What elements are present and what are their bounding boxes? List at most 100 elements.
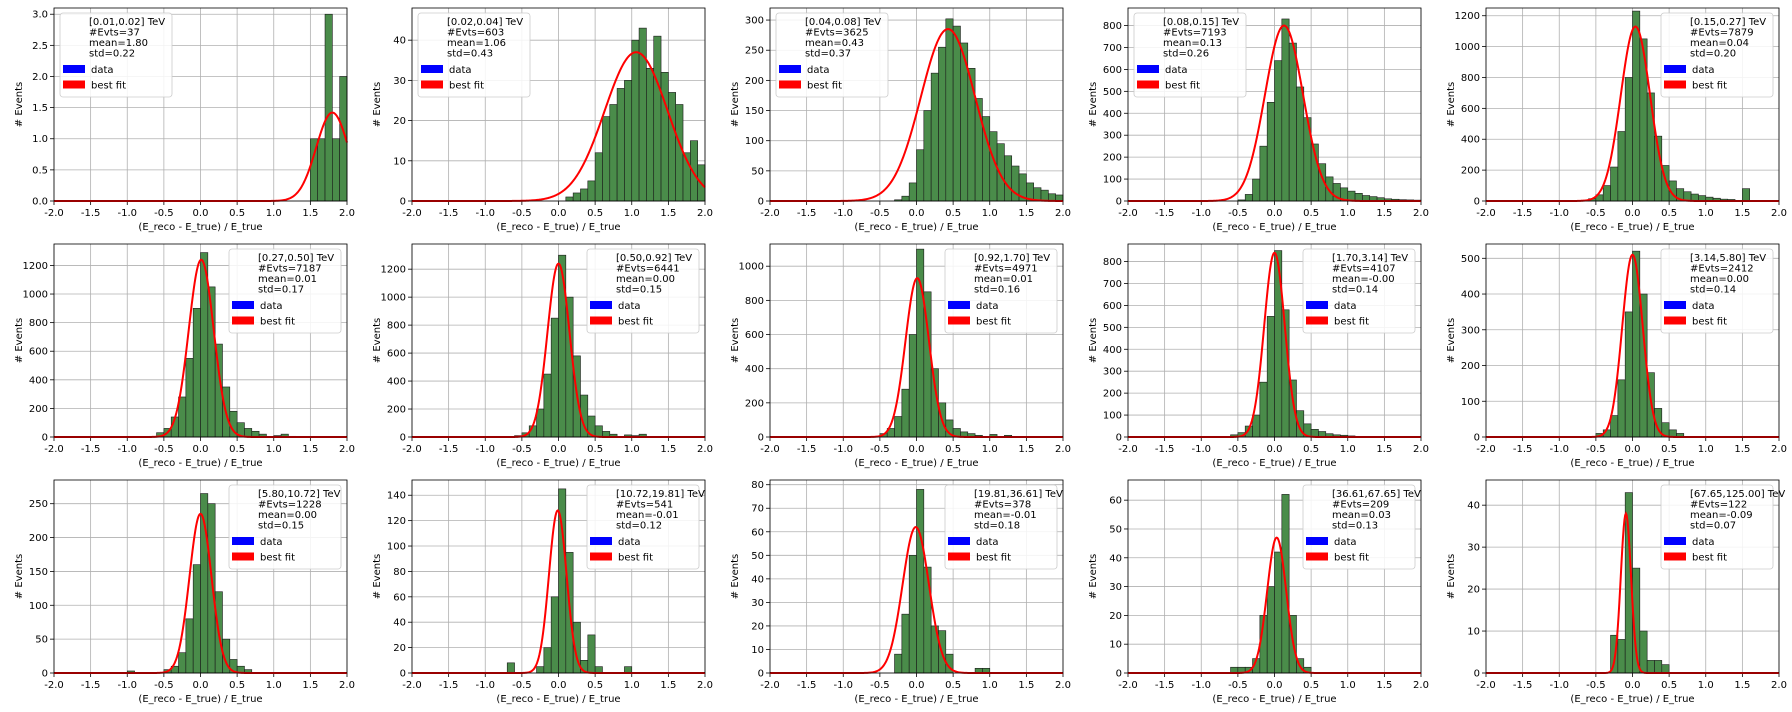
x-tick-label: -2.0 — [1476, 680, 1496, 691]
legend-label: data — [1692, 537, 1715, 548]
histogram-bar — [178, 396, 187, 438]
y-tick-label: 200 — [1461, 166, 1480, 177]
histogram-bar — [1325, 176, 1334, 202]
y-axis-label: # Events — [372, 554, 383, 599]
x-tick-label: -1.0 — [475, 444, 495, 455]
legend-swatch — [779, 80, 801, 89]
y-tick-label: 0 — [758, 669, 764, 680]
histogram-bar — [1281, 18, 1290, 202]
x-tick-label: -1.5 — [1513, 444, 1533, 455]
y-tick-label: 800 — [29, 318, 48, 329]
legend-label: best fit — [1334, 553, 1369, 564]
x-tick-label: 0.0 — [1267, 208, 1283, 219]
legend-swatch — [1306, 552, 1328, 561]
x-tick-label: -0.5 — [154, 680, 174, 691]
x-tick-label: 0.0 — [193, 680, 209, 691]
x-tick-label: 1.5 — [1018, 680, 1034, 691]
x-tick-label: 2.0 — [1413, 444, 1429, 455]
x-tick-label: -2.0 — [760, 444, 780, 455]
x-tick-label: 0.0 — [193, 444, 209, 455]
y-tick-label: 40 — [1467, 501, 1480, 512]
y-tick-label: 0 — [42, 433, 48, 444]
legend-swatch — [590, 537, 612, 545]
histogram-bar — [616, 88, 625, 202]
histogram-bar — [923, 566, 932, 674]
y-tick-label: 200 — [1103, 153, 1122, 164]
y-tick-label: 0 — [1474, 197, 1480, 208]
y-tick-label: 150 — [745, 106, 764, 117]
x-tick-label: 0.5 — [229, 680, 245, 691]
legend-stat-line: [67.65,125.00] TeV — [1690, 489, 1785, 500]
x-axis-label: (E_reco - E_true) / E_true — [854, 694, 978, 705]
legend-stat-line: #Evts=541 — [616, 500, 673, 511]
x-tick-label: 2.0 — [1055, 680, 1071, 691]
y-tick-label: 3.0 — [32, 10, 48, 21]
x-axis-label: (E_reco - E_true) / E_true — [1570, 222, 1694, 233]
subplot-2: -2.0 -1.5 -1.0 -0.5 0.0 0.5 1.0 1.5 2.0 0 10 20 30 40… — [372, 7, 713, 233]
x-axis-label: (E_reco - E_true) / E_true — [854, 222, 978, 233]
legend-label: data — [618, 301, 641, 312]
x-tick-label: 1.5 — [660, 208, 676, 219]
legend-box — [228, 484, 342, 570]
legend-swatch — [1664, 65, 1686, 73]
legend-stat-line: [0.01,0.02] TeV — [89, 17, 165, 28]
legend-stat-line: std=0.15 — [258, 521, 304, 532]
histogram-bar — [923, 110, 932, 202]
x-tick-label: 0.5 — [1303, 680, 1319, 691]
legend-stat-line: std=0.18 — [974, 521, 1020, 532]
legend-box — [944, 484, 1058, 570]
legend: [10.72,19.81] TeV#Evts=541mean=-0.01std=… — [586, 484, 705, 570]
legend-stat-line: mean=0.01 — [258, 274, 317, 285]
legend-stat-line: std=0.17 — [258, 285, 304, 296]
x-tick-label: -1.0 — [117, 444, 137, 455]
y-tick-label: 0 — [400, 197, 406, 208]
y-tick-label: 0.5 — [32, 165, 48, 176]
x-tick-label: 0.0 — [1625, 208, 1641, 219]
histogram-bar — [602, 116, 611, 202]
legend: [0.50,0.92] TeV#Evts=6441mean=0.00std=0.… — [586, 248, 700, 334]
x-tick-label: -1.5 — [1155, 444, 1175, 455]
plot-frame — [769, 479, 1064, 674]
x-tick-label: -1.0 — [1191, 680, 1211, 691]
x-tick-label: 0.5 — [229, 444, 245, 455]
histogram-bar — [908, 334, 917, 438]
y-tick-label: 1000 — [381, 293, 406, 304]
legend-swatch — [421, 80, 443, 89]
legend-stat-line: [3.14,5.80] TeV — [1690, 253, 1766, 264]
y-axis-label: # Events — [372, 82, 383, 127]
y-tick-label: 10 — [751, 645, 764, 656]
plot-frame — [1485, 243, 1780, 438]
y-tick-label: 400 — [1461, 135, 1480, 146]
y-axis-label: # Events — [372, 318, 383, 363]
histogram-bar — [916, 489, 925, 674]
y-tick-label: 120 — [387, 516, 406, 527]
y-tick-label: 250 — [745, 46, 764, 57]
x-tick-label: -2.0 — [402, 208, 422, 219]
y-axis-label: # Events — [14, 82, 25, 127]
y-tick-label: 20 — [393, 643, 406, 654]
y-tick-label: 200 — [29, 533, 48, 544]
legend-label: data — [618, 537, 641, 548]
x-tick-label: 0.0 — [1625, 444, 1641, 455]
histogram-bar — [1661, 664, 1670, 674]
legend-label: best fit — [807, 81, 842, 92]
legend: [0.15,0.27] TeV#Evts=7879mean=0.04std=0.… — [1660, 12, 1774, 98]
x-tick-label: -0.5 — [154, 444, 174, 455]
x-tick-label: 0.5 — [1661, 208, 1677, 219]
legend-label: best fit — [449, 81, 484, 92]
y-axis-label: # Events — [1446, 318, 1457, 363]
y-tick-label: 0.0 — [32, 197, 48, 208]
legend-swatch — [1137, 80, 1159, 89]
histogram-bar — [1624, 77, 1633, 202]
legend-stat-line: #Evts=4971 — [974, 264, 1038, 275]
legend: [0.27,0.50] TeV#Evts=7187mean=0.01std=0.… — [228, 248, 342, 334]
x-tick-label: -1.5 — [81, 680, 101, 691]
histogram-bar — [192, 308, 201, 438]
y-tick-label: 100 — [1461, 397, 1480, 408]
y-tick-label: 20 — [1109, 611, 1122, 622]
legend-stat-line: [0.02,0.04] TeV — [447, 17, 523, 28]
x-tick-label: 1.0 — [1340, 680, 1356, 691]
x-tick-label: -2.0 — [1118, 208, 1138, 219]
plot-frame — [769, 243, 1064, 438]
x-tick-label: -0.5 — [512, 680, 532, 691]
